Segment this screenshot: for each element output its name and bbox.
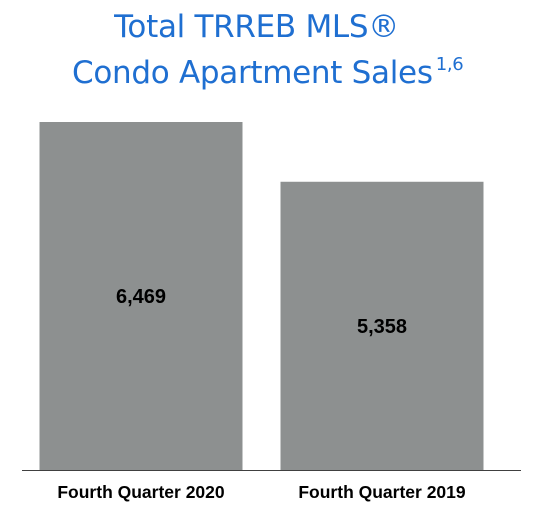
bar-value-label-2: 5,358 [357, 316, 407, 338]
category-label-1: Fourth Quarter 2020 [57, 482, 225, 502]
chart-title-line-1: Total TRREB MLS® [114, 9, 399, 45]
bar-2 [280, 181, 484, 470]
chart-title-line-2: Condo Apartment Sales 1,6 [72, 55, 464, 91]
chart-title-footnote: 1,6 [435, 54, 464, 75]
bar-value-label-1: 6,469 [116, 286, 166, 308]
chart-title-text: Condo Apartment Sales [72, 55, 433, 91]
category-label-2: Fourth Quarter 2019 [298, 482, 466, 502]
bar-1 [39, 122, 243, 470]
